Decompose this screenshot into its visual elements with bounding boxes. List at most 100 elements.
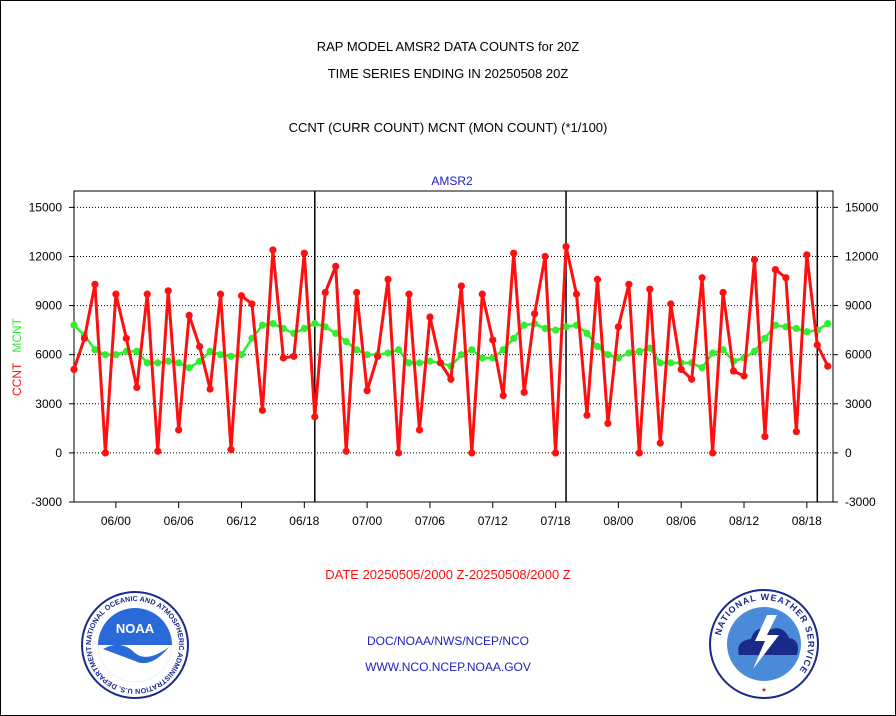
data-point-mcnt	[154, 359, 162, 367]
data-point-mcnt	[771, 321, 780, 329]
chart-title-line1: RAP MODEL AMSR2 DATA COUNTS for 20Z	[316, 39, 580, 54]
data-point-mcnt	[70, 321, 78, 329]
data-point-ccnt	[750, 256, 759, 264]
data-point-ccnt	[646, 285, 654, 293]
data-point-ccnt	[572, 290, 581, 298]
data-point-ccnt	[332, 262, 340, 270]
data-point-ccnt	[698, 274, 706, 282]
data-point-mcnt	[384, 349, 392, 357]
data-point-mcnt	[426, 357, 434, 365]
data-point-ccnt	[803, 251, 811, 259]
data-point-mcnt	[635, 347, 643, 356]
data-point-ccnt	[394, 449, 403, 457]
data-point-ccnt	[625, 280, 633, 288]
data-point-ccnt	[353, 288, 361, 297]
data-point-ccnt	[248, 300, 256, 308]
data-point-mcnt	[719, 346, 727, 354]
data-point-ccnt	[269, 246, 277, 254]
y-tick-label-left: 15000	[29, 200, 63, 214]
data-point-mcnt	[562, 323, 570, 331]
data-point-ccnt	[499, 392, 507, 400]
data-point-ccnt	[468, 449, 476, 457]
data-point-mcnt	[824, 319, 832, 328]
x-tick-label: 07/06	[415, 514, 445, 528]
y-tick-label-left: 6000	[35, 348, 62, 362]
chart-subtitle: CCNT (CURR COUNT) MCNT (MON COUNT) (*1/1…	[288, 120, 608, 135]
data-point-ccnt	[70, 365, 78, 374]
x-tick-label: 07/12	[478, 514, 508, 528]
data-point-ccnt	[206, 385, 214, 393]
y-axis-label-ccnt: CCNT	[10, 362, 24, 396]
data-point-ccnt	[478, 290, 486, 298]
data-point-ccnt	[520, 388, 528, 396]
data-point-ccnt	[363, 387, 371, 395]
footer-org: DOC/NOAA/NWS/NCEP/NCO	[366, 634, 529, 648]
data-point-mcnt	[227, 352, 235, 360]
axis-layer: -3000 -3000 0 0 3000 3000 6000 6000 9000 9000 1200…	[29, 200, 879, 528]
data-point-mcnt	[185, 364, 193, 372]
data-point-mcnt	[133, 347, 141, 356]
data-point-mcnt	[468, 346, 476, 354]
data-point-ccnt	[667, 300, 675, 308]
plot-title: AMSR2	[431, 174, 473, 188]
data-point-ccnt	[719, 288, 727, 297]
x-tick-label: 06/00	[101, 514, 131, 528]
data-point-mcnt	[625, 349, 633, 357]
data-point-ccnt	[761, 432, 769, 441]
y-tick-label-right: -3000	[845, 495, 876, 509]
data-point-ccnt	[405, 290, 413, 298]
data-point-ccnt	[792, 428, 800, 436]
x-tick-label: 06/18	[289, 514, 319, 528]
data-point-ccnt	[311, 413, 319, 421]
data-point-mcnt	[761, 334, 769, 342]
data-point-mcnt	[311, 319, 319, 328]
x-tick-label: 08/06	[666, 514, 696, 528]
data-point-ccnt	[143, 290, 151, 298]
data-point-ccnt	[593, 275, 602, 283]
noaa-badge-text: NOAA	[116, 621, 155, 636]
data-point-mcnt	[405, 359, 413, 367]
data-point-mcnt	[258, 321, 267, 329]
data-point-mcnt	[583, 329, 591, 338]
x-tick-label: 06/12	[226, 514, 256, 528]
x-tick-label: 08/12	[729, 514, 759, 528]
data-point-ccnt	[101, 449, 110, 457]
plot-border	[73, 190, 834, 503]
data-point-mcnt	[91, 346, 99, 354]
data-point-ccnt	[133, 383, 141, 392]
date-range-label: DATE 20250505/2000 Z-20250508/2000 Z	[325, 567, 571, 582]
data-point-ccnt	[216, 290, 225, 298]
data-point-ccnt	[185, 311, 193, 319]
y-axis-label: CCNT MCNT	[10, 317, 24, 396]
data-point-mcnt	[112, 351, 120, 359]
y-tick-label-right: 0	[845, 446, 852, 460]
y-tick-label-left: 3000	[35, 397, 62, 411]
data-point-ccnt	[635, 449, 643, 457]
data-point-ccnt	[562, 243, 570, 251]
data-point-mcnt	[750, 347, 759, 356]
data-point-mcnt	[646, 344, 654, 352]
data-point-mcnt	[698, 364, 706, 372]
y-tick-label-left: -3000	[31, 495, 62, 509]
x-tick-label: 07/00	[352, 514, 382, 528]
data-point-mcnt	[457, 351, 465, 359]
data-point-mcnt	[363, 351, 371, 359]
x-tick-label: 08/18	[792, 514, 822, 528]
data-point-mcnt	[175, 359, 183, 367]
data-point-ccnt	[112, 290, 120, 298]
data-point-ccnt	[583, 411, 591, 419]
data-point-ccnt	[321, 288, 329, 297]
y-tick-label-right: 9000	[845, 299, 872, 313]
nws-logo: NATIONAL WEATHER SERVICE ★	[709, 589, 819, 699]
data-point-ccnt	[175, 426, 183, 434]
data-point-ccnt	[290, 352, 298, 360]
data-point-ccnt	[122, 334, 130, 342]
y-tick-label-left: 12000	[29, 249, 63, 263]
series-line-ccnt	[72, 246, 830, 453]
series-layer	[70, 243, 832, 457]
data-point-ccnt	[80, 334, 89, 342]
data-point-ccnt	[426, 313, 434, 321]
x-tick-label: 06/06	[164, 514, 194, 528]
y-tick-label-left: 0	[55, 446, 62, 460]
